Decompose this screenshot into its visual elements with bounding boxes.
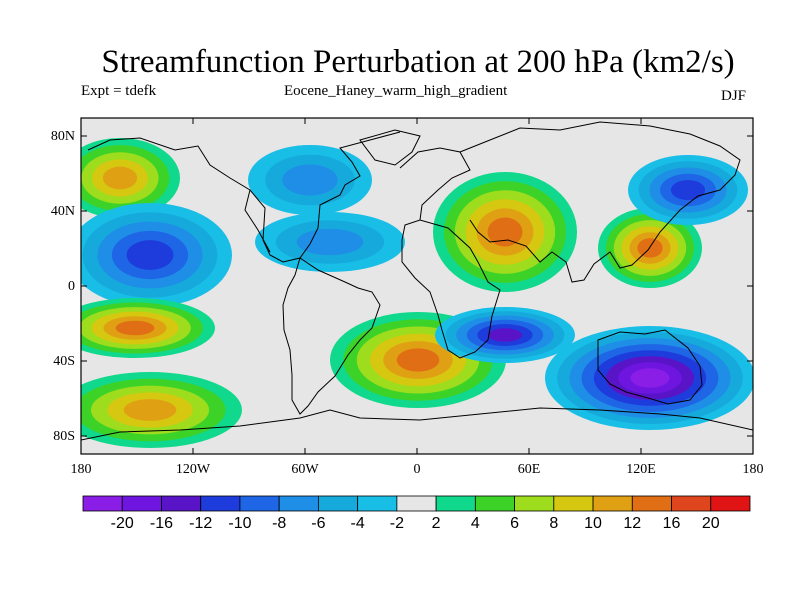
lat-label-80s: 80S	[53, 429, 75, 444]
contour-level	[637, 238, 663, 258]
colorbar-swatch	[514, 495, 555, 512]
lon-label-120e: 120E	[626, 462, 656, 477]
contour-level	[670, 180, 706, 200]
colorbar-swatch	[553, 495, 594, 512]
contour-s-pacific-high-20S	[81, 298, 215, 358]
colorbar-label: 20	[702, 515, 720, 532]
contour-level	[282, 164, 338, 196]
colorbar-swatch	[357, 495, 398, 512]
contour-level	[487, 217, 523, 247]
lon-label-0: 0	[414, 462, 421, 477]
colorbar-label: -8	[272, 515, 286, 532]
contour-australia-low	[545, 326, 753, 430]
colorbar-label: 12	[623, 515, 641, 532]
lat-label-40n: 40N	[51, 204, 75, 219]
colorbar-swatch	[82, 495, 123, 512]
colorbar-label: -6	[311, 515, 325, 532]
lat-label-40s: 40S	[53, 354, 75, 369]
colorbar-swatch	[200, 495, 241, 512]
axis-ticks	[80, 118, 754, 454]
colorbar-swatch	[474, 495, 515, 512]
colorbar-label: -20	[111, 515, 134, 532]
lon-label-180e: 180	[743, 462, 764, 477]
contour-level	[296, 228, 364, 256]
page-title: Streamfunction Perturbation at 200 hPa (…	[101, 44, 735, 80]
contour-level	[102, 166, 138, 190]
contour-nw-pacific-low	[628, 155, 748, 225]
colorbar-swatch	[318, 495, 359, 512]
colorbar-label: -4	[351, 515, 365, 532]
colorbar-swatch	[592, 495, 633, 512]
lon-label-60e: 60E	[518, 462, 541, 477]
colorbar-label: -12	[189, 515, 212, 532]
colorbar-label: -10	[228, 515, 251, 532]
contour-indian-ocean-low	[435, 307, 575, 363]
lon-label-120w: 120W	[176, 462, 211, 477]
lon-label-180w: 180	[71, 462, 92, 477]
contour-level	[630, 368, 670, 388]
colorbar-swatch	[710, 495, 751, 512]
run-name-label: Eocene_Haney_warm_high_gradient	[284, 83, 508, 99]
contour-level	[488, 328, 522, 342]
colorbar-swatch	[161, 495, 202, 512]
colorbar-swatch	[631, 495, 672, 512]
contour-n-atlantic-low	[255, 212, 405, 272]
colorbar-swatch	[435, 495, 476, 512]
experiment-label: Expt = tdefk	[81, 83, 157, 99]
contour-level	[126, 240, 174, 270]
contour-level	[123, 399, 177, 421]
contour-europe-high	[433, 172, 577, 292]
lat-label-80n: 80N	[51, 129, 75, 144]
lat-label-equator: 0	[68, 279, 75, 294]
colorbar-label: -2	[390, 515, 404, 532]
contour-n-pacific-high	[81, 138, 180, 218]
lon-label-60w: 60W	[291, 462, 319, 477]
contour-level	[115, 320, 155, 336]
colorbar-swatch	[121, 495, 162, 512]
colorbar-label: 10	[584, 515, 602, 532]
contour-pacific-low-20N	[81, 203, 232, 307]
colorbar-swatch	[278, 495, 319, 512]
coastlines	[81, 121, 753, 441]
colorbar-label: -16	[150, 515, 173, 532]
colorbar-labels: -20 -16 -12 -10 -8 -6 -4 -2 2 4 6 8 10 12 16 20	[111, 515, 720, 532]
colorbar-label: 4	[471, 515, 480, 532]
colorbar	[82, 495, 751, 512]
contour-n-america-low	[248, 145, 372, 215]
contour-level	[396, 348, 440, 372]
colorbar-swatch	[671, 495, 712, 512]
season-label: DJF	[721, 88, 747, 104]
colorbar-label: 8	[549, 515, 558, 532]
colorbar-label: 2	[432, 515, 441, 532]
colorbar-label: 6	[510, 515, 519, 532]
contour-s-pacific-high-60S	[81, 372, 242, 448]
contour-nw-pacific-high	[598, 208, 702, 288]
colorbar-swatch	[239, 495, 280, 512]
colorbar-swatch	[396, 495, 437, 512]
colorbar-label: 16	[663, 515, 681, 532]
